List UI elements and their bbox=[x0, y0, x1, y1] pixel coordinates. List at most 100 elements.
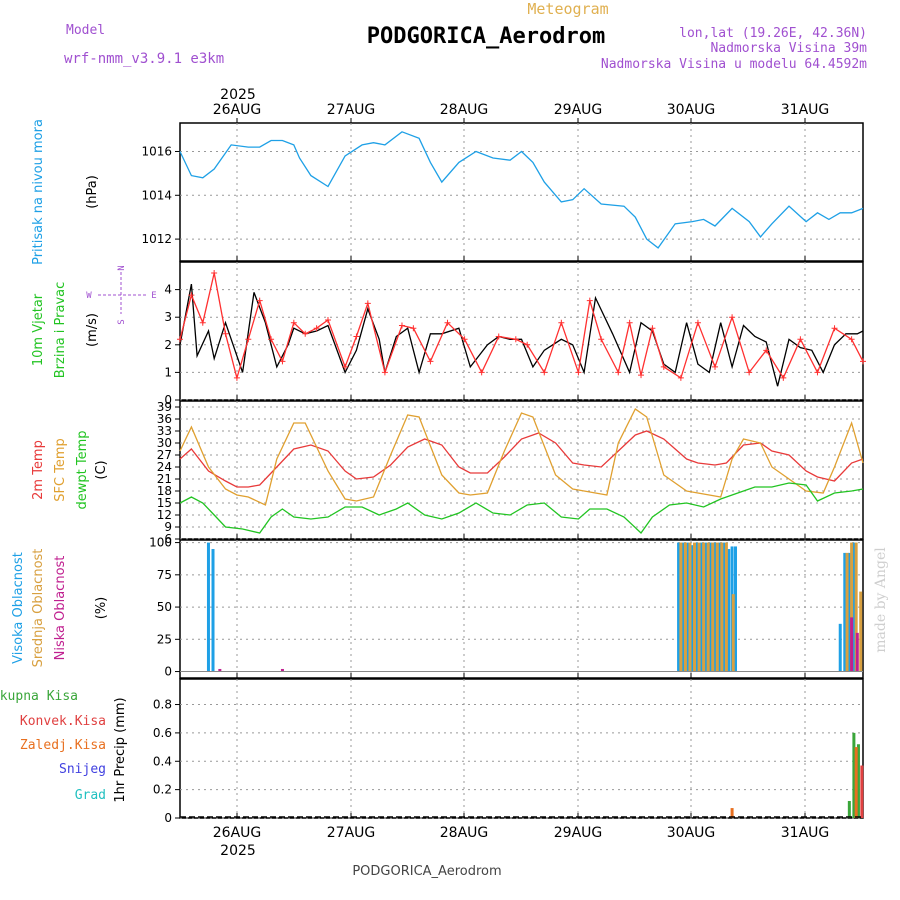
wind-ytick-label-0: 0 bbox=[164, 393, 172, 407]
gust-marker-26 bbox=[524, 341, 531, 348]
temperature-series-0 bbox=[179, 430, 864, 488]
temperature-ytick-label-7: 27 bbox=[157, 448, 172, 462]
clouds-bar-0-10 bbox=[713, 542, 717, 672]
temperature-ytick-label-8: 30 bbox=[157, 436, 172, 450]
compass-west: W bbox=[86, 291, 92, 301]
gust-marker-0 bbox=[177, 336, 183, 343]
compass-north: N bbox=[117, 265, 127, 270]
gust-marker-13 bbox=[324, 316, 331, 323]
clouds-bar-0-4 bbox=[686, 542, 690, 672]
gust-marker-43 bbox=[780, 374, 787, 381]
top-date-29AUG: 29AUG bbox=[554, 102, 603, 118]
pressure-unit: (hPa) bbox=[85, 175, 100, 209]
top-date-axis: 26AUG 27AUG 28AUG 29AUG 30AUG 31AUG bbox=[213, 102, 830, 123]
clouds-bar-0-0 bbox=[206, 542, 210, 672]
clouds-bar-0-15 bbox=[734, 546, 738, 672]
clouds-bar-0-6 bbox=[695, 542, 699, 672]
top-date-31AUG: 31AUG bbox=[781, 102, 830, 118]
page-title: PODGORICA_Aerodrom bbox=[367, 24, 605, 49]
pressure-panel: 1012 1014 1016 bbox=[141, 122, 864, 262]
clouds-bar-0-7 bbox=[699, 542, 703, 672]
temp2m-legend: 2m Temp bbox=[31, 440, 46, 500]
clouds-frame bbox=[179, 539, 864, 679]
precip-ytick-label-2: 0.4 bbox=[153, 754, 172, 768]
gust-marker-8 bbox=[268, 336, 275, 343]
clouds-bar-1-0 bbox=[679, 542, 683, 672]
clouds-bar-1-10 bbox=[724, 542, 728, 672]
clouds-bar-1-2 bbox=[688, 542, 692, 672]
precip-ytick-label-4: 0.8 bbox=[153, 698, 172, 712]
lonlat-label: lon,lat (19.26E, 42.36N) bbox=[679, 26, 867, 41]
precip-ytick-label-0: 0 bbox=[164, 811, 172, 825]
top-date-28AUG: 28AUG bbox=[440, 102, 489, 118]
precip-bar-0-0 bbox=[847, 800, 851, 818]
temperature-ytick-label-6: 24 bbox=[157, 460, 172, 474]
wind-title-line2: Brzina i Pravac bbox=[53, 282, 68, 379]
pressure-ytick-label-0: 1012 bbox=[141, 232, 172, 246]
pressure-labels: Pritisak na nivou mora (hPa) bbox=[31, 119, 100, 265]
cloud-labels: Visoka Oblacnost Srednja Oblacnost Niska… bbox=[11, 549, 109, 668]
gust-marker-18 bbox=[398, 322, 405, 329]
temperature-ytick-label-2: 12 bbox=[157, 508, 172, 522]
temperature-ytick-label-9: 33 bbox=[157, 424, 172, 438]
gust-marker-6 bbox=[245, 336, 252, 343]
temperature-ytick-label-10: 36 bbox=[157, 412, 172, 426]
gust-marker-23 bbox=[478, 369, 485, 376]
clouds-ytick-label-0: 0 bbox=[164, 665, 172, 679]
footer-station-name: PODGORICA_Aerodrom bbox=[352, 864, 501, 879]
gust-marker-40 bbox=[729, 314, 736, 321]
clouds-bar-2-1 bbox=[280, 668, 284, 672]
clouds-bar-0-5 bbox=[690, 545, 694, 672]
gust-marker-5 bbox=[233, 374, 240, 381]
snow-legend: Snijeg bbox=[59, 762, 106, 777]
clouds-bar-1-12 bbox=[845, 552, 849, 672]
gust-marker-33 bbox=[626, 319, 633, 326]
clouds-bar-1-13 bbox=[850, 542, 854, 672]
gust-marker-14 bbox=[342, 363, 349, 370]
clouds-ytick-label-1: 25 bbox=[157, 632, 172, 646]
clouds-bar-1-14 bbox=[854, 542, 858, 672]
wind-ytick-label-1: 1 bbox=[164, 365, 172, 379]
temperature-ytick-label-4: 18 bbox=[157, 484, 172, 498]
pressure-frame bbox=[179, 122, 864, 262]
top-date-30AUG: 30AUG bbox=[667, 102, 716, 118]
clouds-bar-0-9 bbox=[708, 542, 712, 672]
mid-cloud-legend: Srednja Oblacnost bbox=[31, 549, 46, 668]
clouds-bar-0-12 bbox=[722, 542, 726, 672]
compass-east: E bbox=[151, 291, 156, 301]
clouds-bar-0-17 bbox=[843, 552, 847, 672]
precip-frozen-legend: Zaledj.Kisa bbox=[20, 738, 106, 753]
pressure-series-0 bbox=[179, 131, 864, 249]
chart-subtitle: Meteogram bbox=[527, 0, 608, 18]
dewpt-temp-legend: dewpt Temp bbox=[75, 430, 90, 509]
clouds-bar-1-8 bbox=[715, 542, 719, 672]
clouds-panel: 0 25 50 75 100 bbox=[149, 536, 864, 679]
model-name: wrf-nmm_v3.9.1 e3km bbox=[64, 51, 224, 67]
temperature-ytick-label-5: 21 bbox=[157, 472, 172, 486]
bottom-date-31AUG: 31AUG bbox=[781, 825, 830, 841]
gust-marker-36 bbox=[660, 363, 667, 370]
clouds-bar-0-1 bbox=[211, 549, 215, 672]
model-label: Model bbox=[66, 23, 105, 38]
clouds-bar-1-5 bbox=[702, 542, 706, 672]
gust-marker-46 bbox=[831, 325, 838, 332]
clouds-bar-0-11 bbox=[718, 542, 722, 672]
precip-frame bbox=[179, 678, 864, 819]
gust-marker-29 bbox=[575, 369, 582, 376]
clouds-bar-1-6 bbox=[706, 542, 710, 672]
bottom-date-29AUG: 29AUG bbox=[554, 825, 603, 841]
clouds-bar-1-15 bbox=[859, 591, 863, 672]
clouds-bar-1-3 bbox=[693, 542, 697, 672]
clouds-bar-1-4 bbox=[697, 542, 701, 672]
model-elevation-label: Nadmorska Visina u modelu 64.4592m bbox=[601, 57, 867, 72]
clouds-bar-1-9 bbox=[720, 542, 724, 672]
clouds-bar-0-16 bbox=[838, 623, 842, 672]
elevation-label: Nadmorska Visina 39m bbox=[710, 41, 867, 56]
precip-bar-0-1 bbox=[852, 732, 856, 818]
wind-frame bbox=[179, 261, 864, 401]
cloud-unit: (%) bbox=[94, 597, 109, 620]
clouds-bar-0-18 bbox=[847, 552, 851, 672]
bottom-date-26AUG: 26AUG bbox=[213, 825, 262, 841]
gust-marker-37 bbox=[677, 374, 684, 381]
